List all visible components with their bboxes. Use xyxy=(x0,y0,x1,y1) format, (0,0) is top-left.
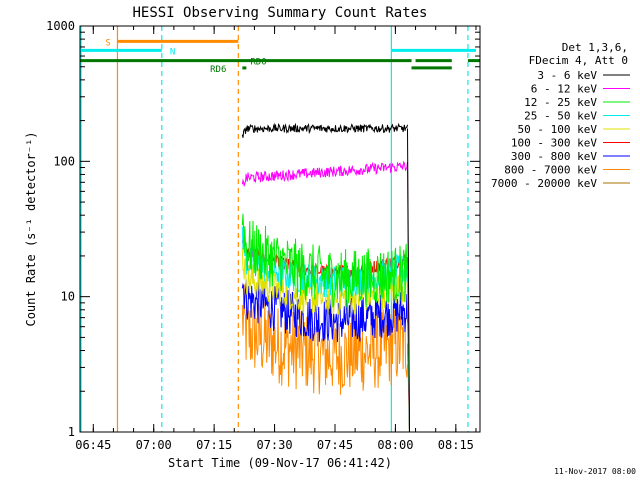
flag-label-n: N xyxy=(170,47,175,57)
series-line xyxy=(241,160,408,187)
x-tick-label: 06:45 xyxy=(75,438,111,452)
legend-entry-label: 7000 - 20000 keV xyxy=(491,177,597,190)
legend-header-line-2: FDecim 4, Att 0 xyxy=(529,54,628,67)
legend-entry-label: 12 - 25 keV xyxy=(524,96,597,109)
series-line xyxy=(241,122,408,138)
legend-entry-label: 50 - 100 keV xyxy=(518,123,598,136)
legend-entry-label: 800 - 7000 keV xyxy=(504,164,597,177)
y-tick-label: 1 xyxy=(68,425,75,439)
y-tick-label: 1000 xyxy=(46,19,75,33)
legend-header-line-1: Det 1,3,6, xyxy=(562,41,628,54)
series-line xyxy=(241,284,408,395)
flag-label-rd6: RD6 xyxy=(210,65,226,75)
x-tick-label: 08:00 xyxy=(377,438,413,452)
chart-title: HESSI Observing Summary Count Rates xyxy=(132,5,427,21)
legend-entry-label: 3 - 6 keV xyxy=(537,69,597,82)
x-tick-label: 07:45 xyxy=(317,438,353,452)
series-line xyxy=(241,279,408,343)
plot-frame xyxy=(79,25,481,433)
flag-label-s: S xyxy=(105,38,110,48)
legend-entry-label: 6 - 12 keV xyxy=(531,83,598,96)
x-tick-label: 08:15 xyxy=(438,438,474,452)
x-axis-label: Start Time (09-Nov-17 06:41:42) xyxy=(168,456,392,470)
y-axis-label: Count Rate (s⁻¹ detector⁻¹) xyxy=(24,131,38,326)
legend-entry-label: 25 - 50 keV xyxy=(524,110,597,123)
series-end-drop xyxy=(406,128,410,433)
x-tick-label: 07:15 xyxy=(196,438,232,452)
flag-label-rd0: RD0 xyxy=(250,58,266,68)
series-line xyxy=(241,213,408,308)
x-tick-label: 07:00 xyxy=(136,438,172,452)
x-tick-label: 07:30 xyxy=(256,438,292,452)
y-tick-label: 10 xyxy=(61,290,75,304)
legend-entry-label: 300 - 800 keV xyxy=(511,150,597,163)
legend-entry-label: 100 - 300 keV xyxy=(511,137,597,150)
footer-timestamp: 11-Nov-2017 08:00 xyxy=(554,467,636,476)
y-tick-label: 100 xyxy=(53,154,75,168)
